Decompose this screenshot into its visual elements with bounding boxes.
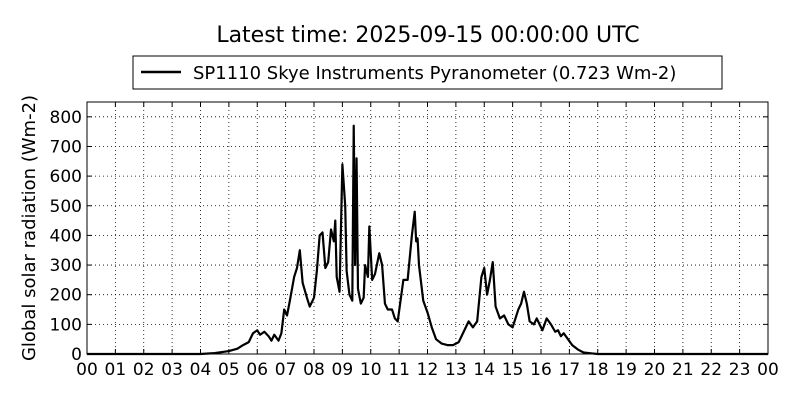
x-tick-label: 02	[133, 360, 155, 380]
y-tick-label: 700	[50, 137, 82, 157]
x-tick-label: 07	[275, 360, 297, 380]
x-tick-label: 05	[218, 360, 240, 380]
x-tick-label: 04	[190, 360, 212, 380]
x-tick-label: 23	[729, 360, 751, 380]
legend-box	[132, 55, 723, 90]
x-tick-label: 00	[757, 360, 779, 380]
x-tick-label: 22	[700, 360, 722, 380]
x-tick-label: 18	[587, 360, 609, 380]
y-tick-label: 500	[50, 197, 82, 217]
y-axis-label: Global solar radiation (Wm-2)	[19, 95, 40, 361]
y-tick-label: 800	[50, 108, 82, 128]
x-tick-label: 03	[161, 360, 183, 380]
x-tick-label: 11	[388, 360, 410, 380]
x-tick-label: 12	[417, 360, 439, 380]
x-tick-label: 16	[530, 360, 552, 380]
x-tick-label: 13	[445, 360, 467, 380]
x-tick-label: 20	[644, 360, 666, 380]
y-tick-label: 0	[71, 345, 82, 365]
x-tick-label: 15	[502, 360, 524, 380]
x-tick-label: 06	[246, 360, 268, 380]
x-tick-label: 21	[672, 360, 694, 380]
y-tick-label: 300	[50, 256, 82, 276]
x-tick-label: 08	[303, 360, 325, 380]
x-tick-label: 17	[559, 360, 581, 380]
x-tick-label: 09	[332, 360, 354, 380]
chart-title: Latest time: 2025-09-15 00:00:00 UTC	[216, 23, 639, 48]
x-tick-label: 14	[473, 360, 495, 380]
x-tick-label: 00	[76, 360, 98, 380]
y-tick-label: 400	[50, 226, 82, 246]
legend-label: SP1110 Skye Instruments Pyranometer (0.7…	[193, 63, 676, 84]
x-tick-label: 19	[615, 360, 637, 380]
x-tick-label: 10	[360, 360, 382, 380]
x-tick-label: 01	[105, 360, 127, 380]
y-tick-label: 200	[50, 286, 82, 306]
plot-frame	[86, 101, 769, 355]
y-tick-label: 600	[50, 167, 82, 187]
data-line	[87, 124, 768, 356]
y-tick-label: 100	[50, 315, 82, 335]
legend: SP1110 Skye Instruments Pyranometer (0.7…	[132, 55, 723, 90]
